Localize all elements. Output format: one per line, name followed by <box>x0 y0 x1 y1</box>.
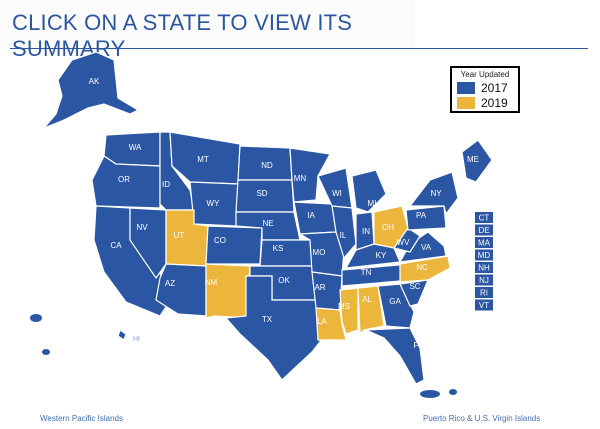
state-sd[interactable] <box>235 179 295 213</box>
legend-item-2019: 2019 <box>457 96 519 110</box>
state-nd[interactable] <box>237 145 293 181</box>
hawaii-island[interactable] <box>30 314 42 322</box>
hawaii-island[interactable] <box>42 349 50 355</box>
state-me[interactable] <box>461 139 493 183</box>
state-ny[interactable] <box>408 171 459 216</box>
state-box-vt[interactable]: VT <box>475 299 493 311</box>
legend: Year Updated 2017 2019 <box>450 66 520 113</box>
state-nv[interactable] <box>129 207 167 280</box>
legend-label-2019: 2019 <box>481 96 508 110</box>
state-box-ri[interactable]: RI <box>475 287 493 298</box>
legend-swatch-2017 <box>457 82 475 94</box>
state-or[interactable] <box>91 155 161 209</box>
state-box-md[interactable]: MD <box>475 249 493 261</box>
state-ms[interactable] <box>339 287 359 335</box>
state-box-nh[interactable]: NH <box>475 262 493 273</box>
state-mi[interactable] <box>351 169 387 213</box>
state-box-nj[interactable]: NJ <box>475 274 493 286</box>
state-mn[interactable] <box>289 147 331 203</box>
state-mt[interactable] <box>169 131 241 185</box>
western-pacific-islands-link[interactable]: Western Pacific Islands <box>40 414 123 423</box>
state-ks[interactable] <box>259 239 313 267</box>
state-fl[interactable] <box>365 327 425 385</box>
header-bar: CLICK ON A STATE TO VIEW ITS SUMMARY <box>0 0 415 61</box>
header-divider <box>10 48 588 49</box>
hawaii-label: HI <box>133 336 140 343</box>
legend-label-2017: 2017 <box>481 81 508 95</box>
state-ar[interactable] <box>311 271 343 311</box>
state-ia[interactable] <box>293 201 337 235</box>
puerto-rico-virgin-islands-link[interactable]: Puerto Rico & U.S. Virgin Islands <box>423 414 541 423</box>
legend-title: Year Updated <box>460 70 510 79</box>
state-ky[interactable] <box>344 243 401 269</box>
state-al[interactable] <box>357 285 385 336</box>
legend-swatch-2019 <box>457 97 475 109</box>
puerto-rico-island[interactable] <box>420 390 440 398</box>
state-hi[interactable] <box>117 329 127 341</box>
state-il[interactable] <box>331 205 357 260</box>
legend-item-2017: 2017 <box>457 81 519 95</box>
state-tx[interactable] <box>224 275 327 381</box>
state-ak[interactable] <box>43 51 140 129</box>
state-box-de[interactable]: DE <box>475 224 493 236</box>
state-wv[interactable] <box>393 227 421 253</box>
state-la[interactable] <box>315 307 347 341</box>
state-sc[interactable] <box>399 279 429 307</box>
state-wi[interactable] <box>317 167 353 209</box>
state-box-ma[interactable]: MA <box>475 237 493 248</box>
state-wy[interactable] <box>189 181 239 227</box>
puerto-rico-island[interactable] <box>449 389 457 395</box>
state-nm[interactable] <box>205 263 251 319</box>
state-box-ct[interactable]: CT <box>475 212 493 223</box>
state-pa[interactable] <box>405 205 447 231</box>
state-co[interactable] <box>205 225 263 265</box>
